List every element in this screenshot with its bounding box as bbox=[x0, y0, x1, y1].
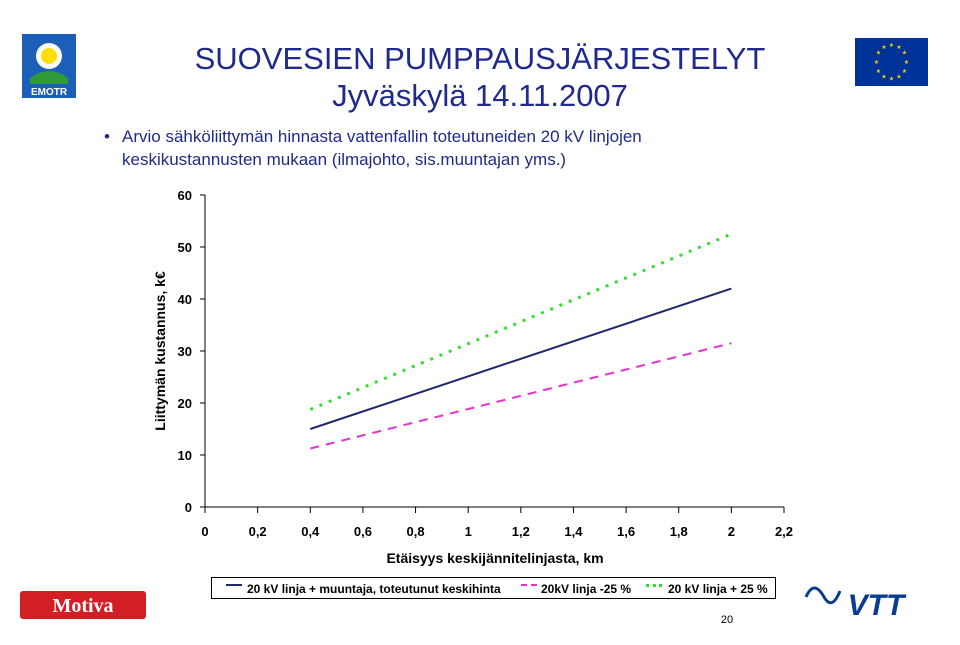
y-tick-label: 50 bbox=[178, 240, 192, 255]
chart-series bbox=[309, 232, 732, 450]
legend-label-series-3: 20 kV linja + 25 % bbox=[668, 582, 768, 596]
x-tick-label: 0 bbox=[201, 524, 208, 539]
bullet-text: Arvio sähköliittymän hinnasta vattenfall… bbox=[122, 127, 642, 169]
y-tick-label: 20 bbox=[178, 396, 192, 411]
emotr-logo: EMOTR bbox=[22, 34, 76, 98]
y-tick-label: 10 bbox=[178, 448, 192, 463]
emotr-logo-text: EMOTR bbox=[31, 87, 68, 98]
series-line-2 bbox=[310, 342, 732, 450]
chart-legend: 20 kV linja + muuntaja, toteutunut keski… bbox=[211, 577, 776, 599]
y-tick-label: 40 bbox=[178, 292, 192, 307]
y-axis-ticks: 0 10 20 30 40 50 60 bbox=[178, 188, 205, 515]
x-tick-label: 2 bbox=[728, 524, 735, 539]
x-tick-label: 2,2 bbox=[775, 524, 793, 539]
series-line-3 bbox=[309, 232, 732, 411]
legend-label-series-2: 20kV linja -25 % bbox=[541, 582, 632, 596]
x-tick-label: 0,6 bbox=[354, 524, 372, 539]
svg-text:★: ★ bbox=[896, 44, 901, 51]
eu-flag-logo: ★ ★★ ★★★ ★★★ ★★★ bbox=[855, 38, 928, 86]
svg-text:★: ★ bbox=[881, 74, 886, 81]
legend-label-series-1: 20 kV linja + muuntaja, toteutunut keski… bbox=[247, 582, 501, 596]
y-tick-label: 0 bbox=[185, 500, 192, 515]
chart-axes bbox=[204, 195, 784, 508]
svg-text:★: ★ bbox=[876, 50, 881, 57]
svg-text:★: ★ bbox=[902, 50, 907, 57]
x-tick-label: 1 bbox=[465, 524, 472, 539]
page-number: 20 bbox=[720, 614, 734, 626]
slide-subtitle: Jyväskylä 14.11.2007 bbox=[332, 78, 628, 113]
x-tick-label: 0,2 bbox=[249, 524, 267, 539]
svg-text:★: ★ bbox=[902, 68, 907, 75]
series-line-1 bbox=[309, 287, 732, 430]
x-tick-label: 1,4 bbox=[564, 524, 583, 539]
x-tick-label: 0,8 bbox=[407, 524, 425, 539]
y-tick-label: 60 bbox=[178, 188, 192, 203]
x-tick-label: 1,6 bbox=[617, 524, 635, 539]
y-axis-label: Liittymän kustannus, k€ bbox=[152, 271, 168, 431]
motiva-logo: Motiva bbox=[20, 591, 146, 619]
legend-swatch-series-3 bbox=[646, 584, 662, 587]
x-tick-label: 1,8 bbox=[670, 524, 688, 539]
svg-text:★: ★ bbox=[876, 68, 881, 75]
legend-swatch-series-1 bbox=[226, 584, 242, 586]
x-axis-ticks: 0 0,2 0,4 0,6 0,8 1 1,2 1,4 1,6 1,8 2 2,2 bbox=[201, 507, 793, 539]
svg-text:★: ★ bbox=[889, 76, 894, 83]
svg-text:★: ★ bbox=[881, 44, 886, 51]
x-axis-label: Etäisyys keskijännitelinjasta, km bbox=[386, 550, 603, 566]
motiva-logo-text: Motiva bbox=[52, 595, 113, 617]
bullet-marker: • bbox=[104, 127, 110, 146]
svg-text:★: ★ bbox=[896, 74, 901, 81]
legend-swatch-series-2 bbox=[521, 584, 537, 586]
slide-title: SUOVESIEN PUMPPAUSJÄRJESTELYT bbox=[194, 41, 766, 76]
svg-text:★: ★ bbox=[904, 59, 909, 66]
vtt-logo: VTT bbox=[804, 586, 907, 621]
x-tick-label: 1,2 bbox=[512, 524, 530, 539]
svg-text:★: ★ bbox=[874, 59, 879, 66]
svg-text:★: ★ bbox=[889, 42, 894, 49]
vtt-logo-text: VTT bbox=[848, 589, 907, 621]
y-tick-label: 30 bbox=[178, 344, 192, 359]
x-tick-label: 0,4 bbox=[301, 524, 320, 539]
